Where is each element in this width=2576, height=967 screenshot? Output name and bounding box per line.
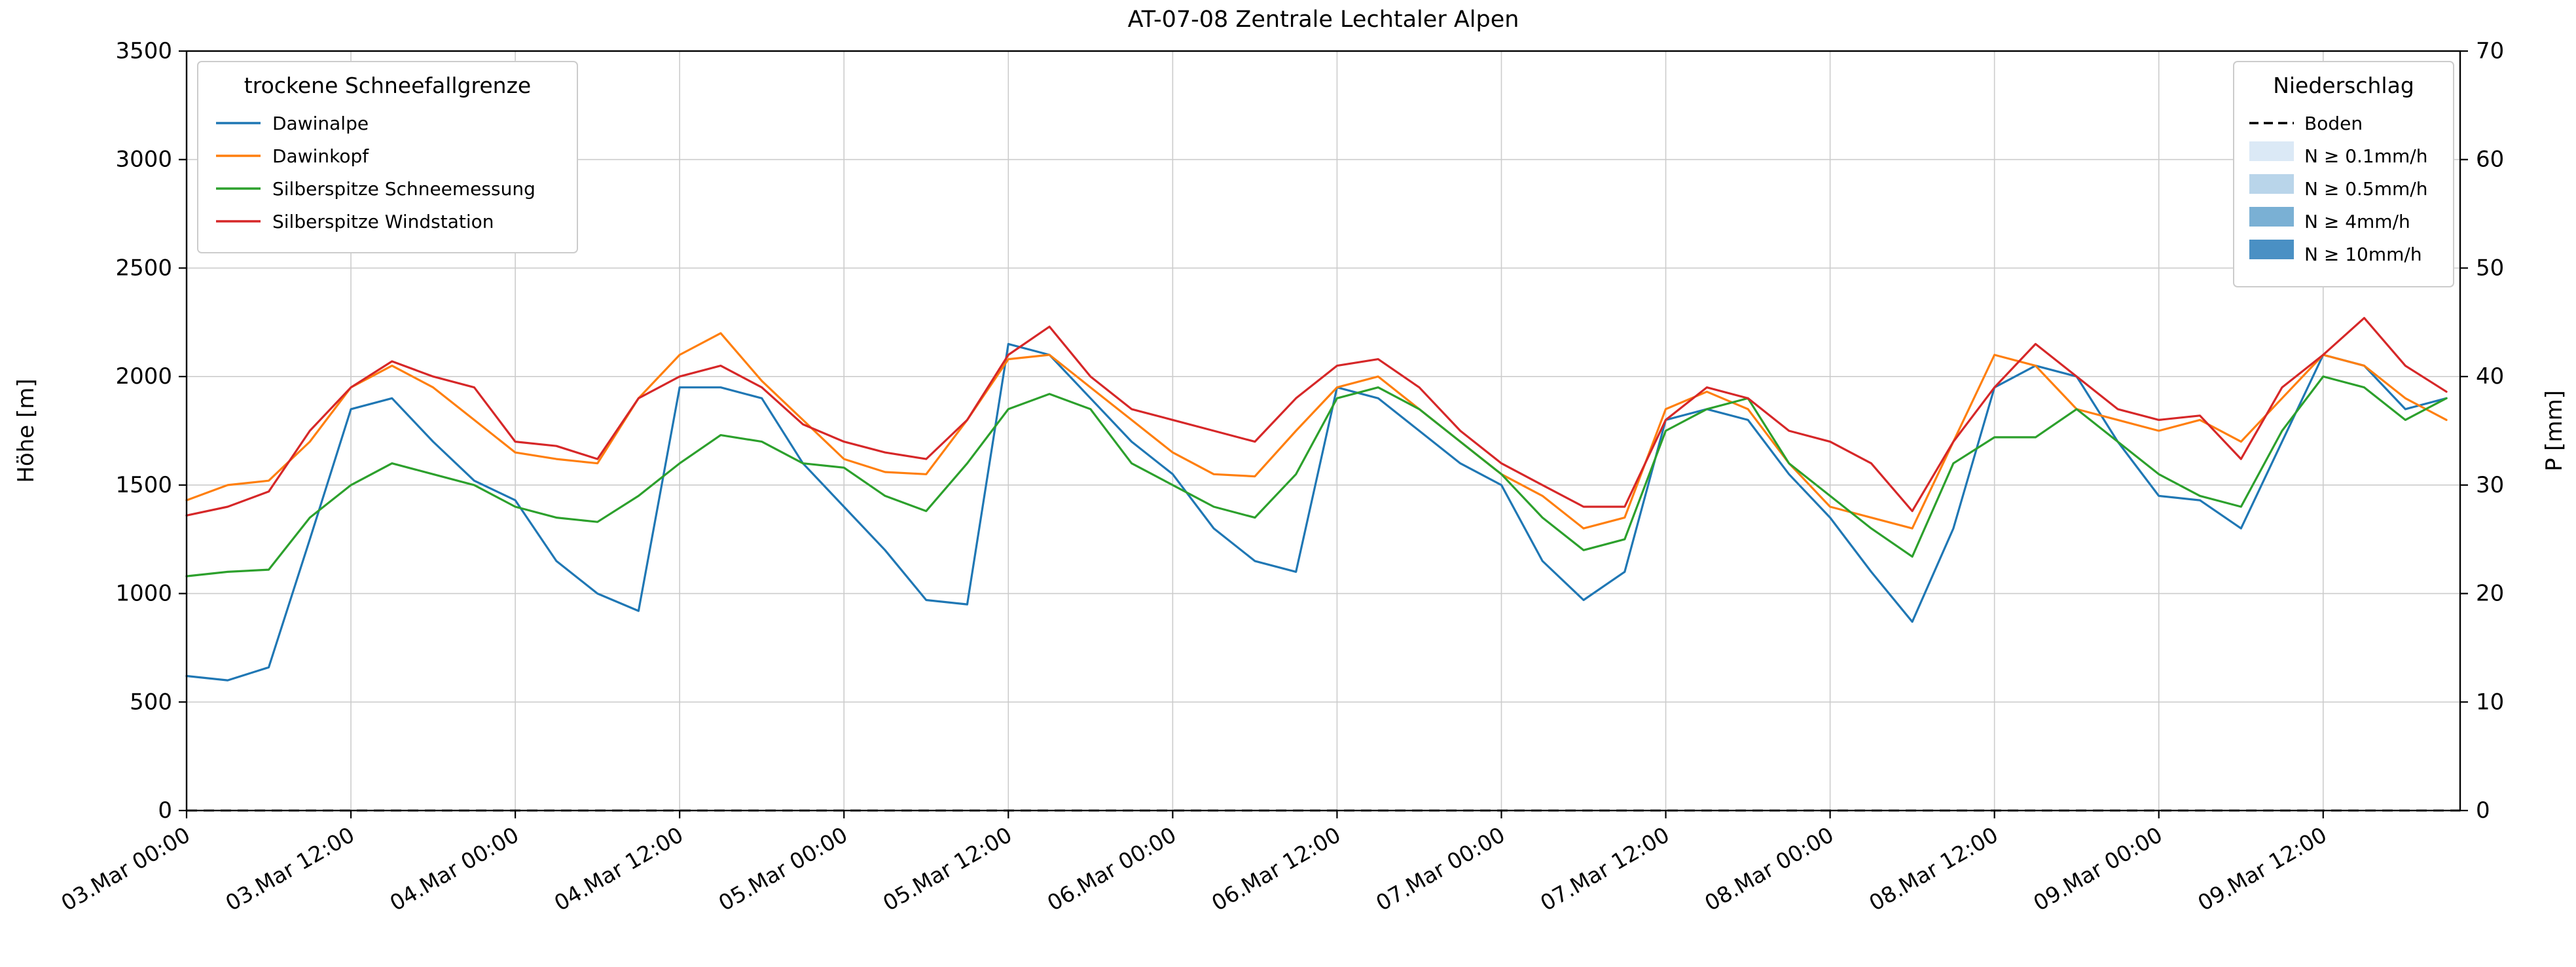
legend-niederschlag: Niederschlag Boden N ≥ 0.1mm/h N ≥ 0.5mm/h N… [2233, 61, 2454, 287]
legend-entry-n-10mm-h: N ≥ 10mm/h [2304, 244, 2422, 265]
series-line-silberspitze-schneemessung [185, 375, 2448, 577]
svg-text:03.Mar 12:00: 03.Mar 12:00 [221, 822, 359, 916]
chart-title: AT-07-08 Zentrale Lechtaler Alpen [1127, 7, 1519, 33]
y-axis-left: 0 500 1000 1500 2000 2500 3000 3500 [115, 38, 187, 824]
y-axis-right: 0 10 20 30 40 50 60 70 [2460, 38, 2504, 824]
series-line-dawinkopf [185, 332, 2448, 530]
svg-text:09.Mar 00:00: 09.Mar 00:00 [2029, 822, 2166, 916]
axes-frame [185, 50, 2461, 812]
legend-entry-n-0-1mm-h: N ≥ 0.1mm/h [2304, 145, 2427, 167]
legend-entry-n-4mm-h: N ≥ 4mm/h [2304, 211, 2410, 232]
svg-text:1000: 1000 [115, 581, 172, 607]
svg-text:1500: 1500 [115, 472, 172, 498]
svg-text:50: 50 [2476, 255, 2504, 281]
svg-text:07.Mar 12:00: 07.Mar 12:00 [1536, 822, 1673, 916]
svg-text:07.Mar 00:00: 07.Mar 00:00 [1371, 822, 1509, 916]
series-line-dawinalpe [185, 342, 2448, 682]
legend-entry-dawinalpe: Dawinalpe [272, 113, 369, 134]
legend-entry-n-0-5mm-h: N ≥ 0.5mm/h [2304, 178, 2427, 200]
svg-text:04.Mar 00:00: 04.Mar 00:00 [386, 822, 523, 916]
legend-schneefallgrenze-title: trockene Schneefallgrenze [244, 73, 531, 98]
svg-text:06.Mar 12:00: 06.Mar 12:00 [1207, 822, 1345, 916]
legend-niederschlag-title: Niederschlag [2273, 73, 2414, 98]
svg-text:08.Mar 12:00: 08.Mar 12:00 [1864, 822, 2002, 916]
svg-text:0: 0 [2476, 797, 2490, 824]
svg-text:03.Mar 00:00: 03.Mar 00:00 [57, 822, 194, 916]
svg-text:0: 0 [158, 797, 172, 824]
x-axis: 03.Mar 00:00 03.Mar 12:00 04.Mar 00:00 04.M… [57, 811, 2331, 916]
series-line-silberspitze-windstation [185, 317, 2448, 517]
legend-entry-dawinkopf: Dawinkopf [272, 145, 369, 167]
svg-text:10: 10 [2476, 689, 2504, 715]
svg-text:500: 500 [130, 689, 172, 715]
svg-text:05.Mar 12:00: 05.Mar 12:00 [879, 822, 1016, 916]
svg-text:30: 30 [2476, 472, 2504, 498]
legend-schneefallgrenze: trockene Schneefallgrenze Dawinalpe Dawink… [197, 61, 578, 253]
legend-entry-silberspitze-schneemessung: Silberspitze Schneemessung [272, 178, 535, 200]
svg-text:04.Mar 12:00: 04.Mar 12:00 [550, 822, 687, 916]
svg-text:06.Mar 00:00: 06.Mar 00:00 [1043, 822, 1180, 916]
svg-text:40: 40 [2476, 363, 2504, 390]
svg-text:2500: 2500 [115, 255, 172, 281]
svg-text:3000: 3000 [115, 147, 172, 173]
legend-entry-boden: Boden [2304, 113, 2363, 134]
svg-text:60: 60 [2476, 147, 2504, 173]
legend-entry-silberspitze-windstation: Silberspitze Windstation [272, 211, 494, 232]
svg-text:08.Mar 00:00: 08.Mar 00:00 [1700, 822, 1838, 916]
svg-text:70: 70 [2476, 38, 2504, 64]
svg-text:05.Mar 00:00: 05.Mar 00:00 [714, 822, 852, 916]
svg-text:2000: 2000 [115, 363, 172, 390]
svg-text:3500: 3500 [115, 38, 172, 64]
svg-text:20: 20 [2476, 581, 2504, 607]
svg-text:09.Mar 12:00: 09.Mar 12:00 [2193, 822, 2331, 916]
